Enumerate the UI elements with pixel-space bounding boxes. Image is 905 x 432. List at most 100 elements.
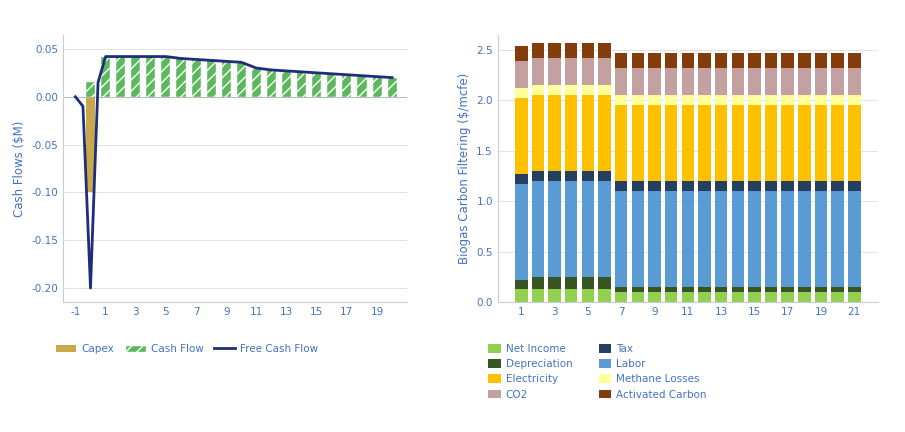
Bar [565, 171, 577, 181]
Bar [648, 191, 661, 287]
Bar [699, 105, 710, 181]
Bar [192, 60, 201, 97]
Bar [731, 292, 744, 302]
Bar [782, 105, 794, 181]
Bar [614, 181, 627, 191]
Bar [832, 53, 844, 68]
Bar [765, 68, 777, 95]
Bar [765, 287, 777, 292]
Bar [531, 289, 544, 302]
Bar [237, 62, 246, 97]
Bar [328, 74, 337, 97]
Bar [531, 277, 544, 289]
Bar [848, 68, 861, 95]
Bar [565, 43, 577, 58]
Bar [715, 53, 728, 68]
Bar [548, 277, 561, 289]
Bar [515, 98, 528, 174]
Bar [515, 88, 528, 98]
Bar [582, 95, 594, 171]
Bar [515, 61, 528, 88]
Bar [582, 289, 594, 302]
Bar [161, 57, 170, 97]
Bar [515, 174, 528, 184]
Bar [782, 181, 794, 191]
Bar [222, 61, 231, 97]
Bar [632, 292, 644, 302]
Bar [665, 287, 677, 292]
Bar [798, 95, 811, 105]
Bar [632, 68, 644, 95]
Bar [748, 95, 761, 105]
Bar [632, 287, 644, 292]
Bar [548, 171, 561, 181]
Bar [582, 181, 594, 277]
Bar [798, 105, 811, 181]
Bar [515, 289, 528, 302]
Bar [832, 181, 844, 191]
Bar [548, 43, 561, 58]
Bar [699, 181, 710, 191]
Bar [548, 85, 561, 95]
Bar [681, 181, 694, 191]
Bar [731, 95, 744, 105]
Bar [832, 191, 844, 287]
Bar [798, 287, 811, 292]
Bar [748, 292, 761, 302]
Bar [116, 57, 125, 97]
Bar [267, 70, 276, 97]
Bar [565, 277, 577, 289]
Bar [531, 85, 544, 95]
Bar [848, 105, 861, 181]
Bar [765, 191, 777, 287]
Bar [848, 53, 861, 68]
Bar [206, 60, 215, 97]
Bar [731, 53, 744, 68]
Bar [565, 289, 577, 302]
Bar [598, 181, 611, 277]
Bar [748, 68, 761, 95]
Bar [648, 287, 661, 292]
Bar [531, 171, 544, 181]
Bar [814, 95, 827, 105]
Bar [548, 181, 561, 277]
Bar [614, 105, 627, 181]
Bar [765, 181, 777, 191]
Bar [681, 191, 694, 287]
Bar [731, 287, 744, 292]
Bar [848, 191, 861, 287]
Bar [632, 53, 644, 68]
Bar [748, 53, 761, 68]
Bar [848, 287, 861, 292]
Bar [765, 53, 777, 68]
Bar [252, 68, 261, 97]
Bar [515, 184, 528, 280]
Bar [731, 191, 744, 287]
Bar [681, 95, 694, 105]
Bar [782, 287, 794, 292]
Bar [782, 191, 794, 287]
Bar [86, 97, 95, 192]
Bar [848, 95, 861, 105]
Bar [632, 181, 644, 191]
Bar [648, 95, 661, 105]
Bar [699, 292, 710, 302]
Bar [765, 95, 777, 105]
Bar [648, 181, 661, 191]
Bar [715, 287, 728, 292]
Bar [814, 53, 827, 68]
Bar [531, 58, 544, 85]
Bar [782, 95, 794, 105]
Bar [748, 181, 761, 191]
Bar [614, 53, 627, 68]
Bar [598, 58, 611, 85]
Legend: Capex, Cash Flow, Free Cash Flow: Capex, Cash Flow, Free Cash Flow [52, 340, 322, 358]
Bar [814, 191, 827, 287]
Bar [632, 191, 644, 287]
Bar [782, 68, 794, 95]
Bar [598, 85, 611, 95]
Bar [648, 53, 661, 68]
Bar [387, 78, 396, 97]
Legend: Net Income, Depreciation, Electricity, CO2, Tax, Labor, Methane Losses, Activate: Net Income, Depreciation, Electricity, C… [484, 340, 711, 404]
Bar [373, 76, 382, 97]
